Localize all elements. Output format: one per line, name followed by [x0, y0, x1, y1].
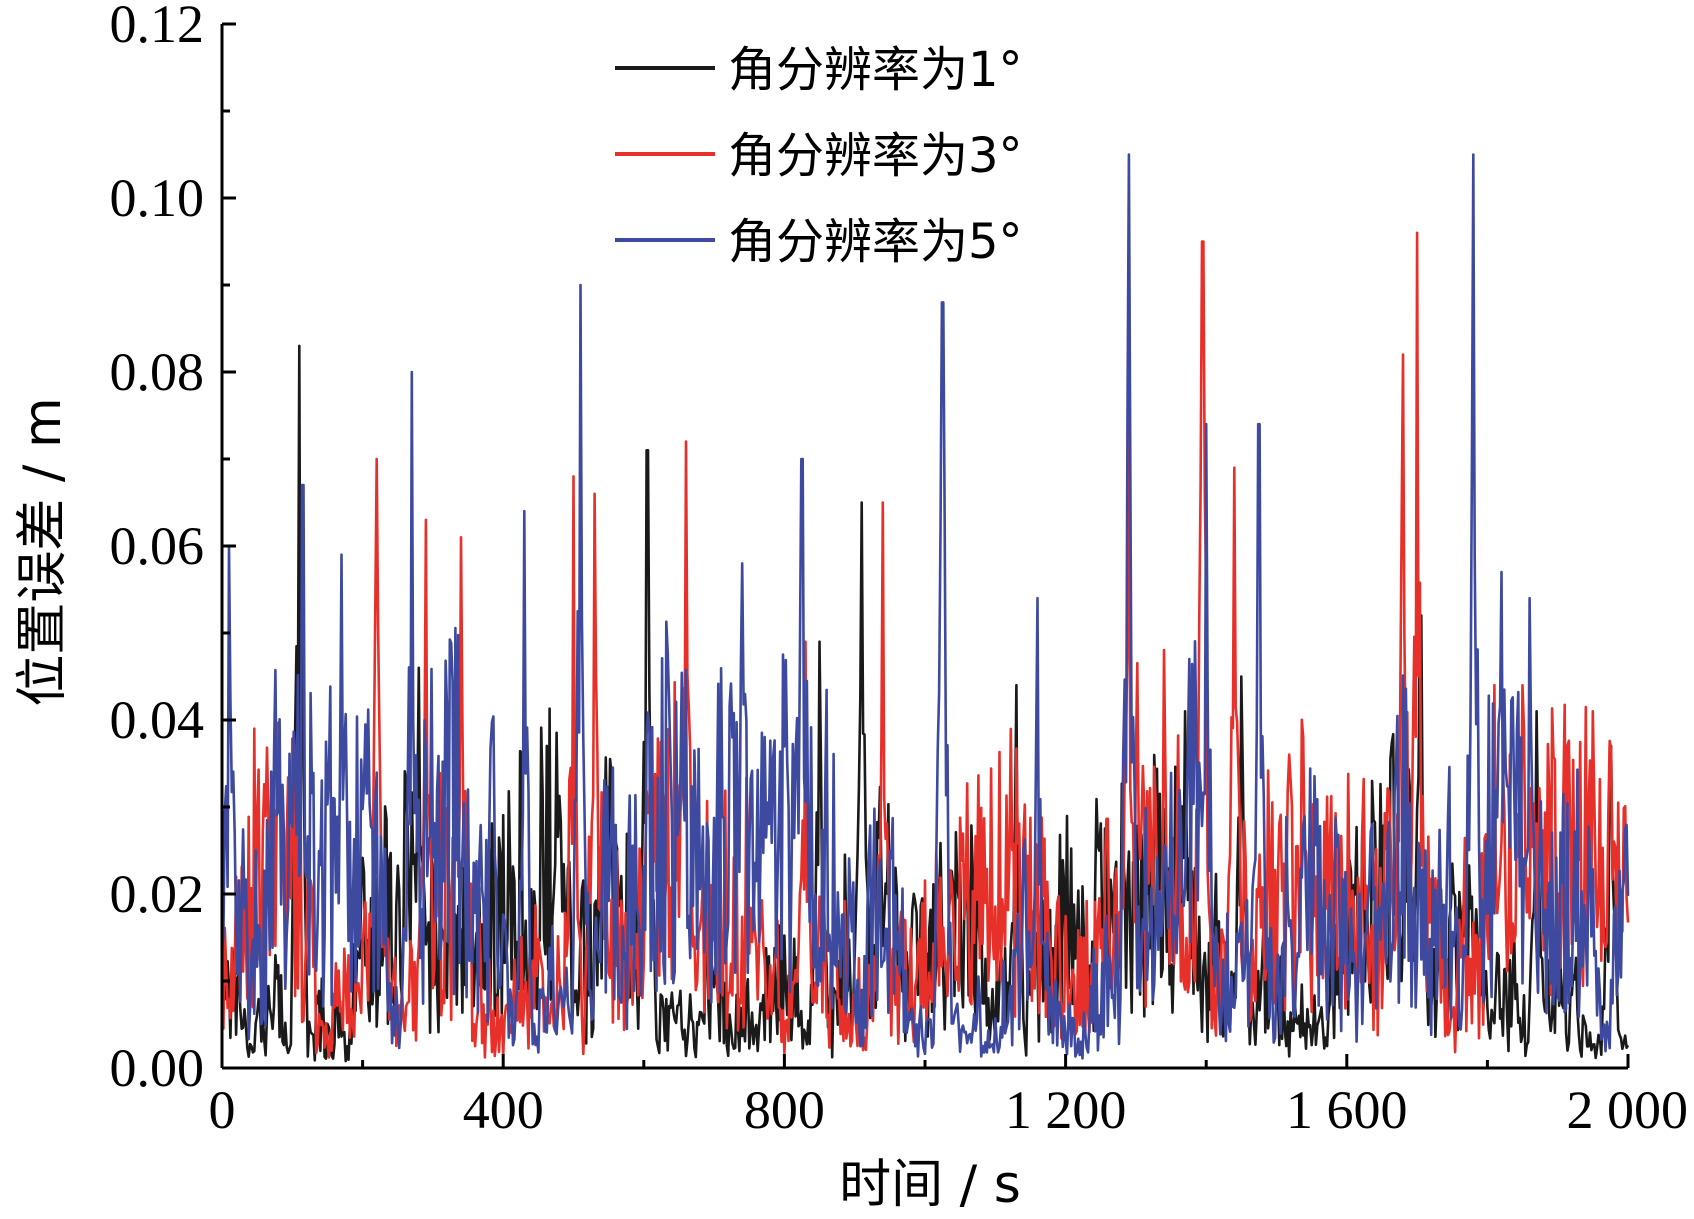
- y-tick-label: 0.06: [110, 516, 205, 576]
- y-axis-title: 位置误差 / m: [13, 397, 73, 706]
- x-tick-label: 0: [209, 1080, 236, 1140]
- x-axis-title: 时间 / s: [839, 1155, 1021, 1215]
- y-tick-label: 0.02: [110, 864, 205, 924]
- y-tick-label: 0.00: [110, 1038, 205, 1098]
- y-tick-label: 0.12: [110, 0, 205, 54]
- series-line-3: [220, 153, 1630, 1060]
- x-tick-label: 400: [463, 1080, 544, 1140]
- y-tick-label: 0.10: [110, 168, 205, 228]
- x-tick-label: 2 000: [1567, 1080, 1689, 1140]
- x-tick-label: 1 600: [1286, 1080, 1408, 1140]
- x-tick-label: 1 200: [1005, 1080, 1127, 1140]
- y-tick-label: 0.08: [110, 342, 205, 402]
- legend-label-1: 角分辨率为1°: [728, 42, 1023, 98]
- legend-label-2: 角分辨率为3°: [728, 128, 1023, 184]
- tick-labels: 0.00 0.02 0.04 0.06 0.08 0.10 0.12 0 400 800 1 200…: [110, 0, 1689, 1140]
- x-tick-label: 800: [744, 1080, 825, 1140]
- series-layer: [220, 153, 1630, 1063]
- legend-label-3: 角分辨率为5°: [728, 214, 1023, 270]
- y-tick-label: 0.04: [110, 690, 205, 750]
- legend: 角分辨率为1° 角分辨率为3° 角分辨率为5°: [615, 42, 1023, 270]
- axes: [220, 22, 1630, 1070]
